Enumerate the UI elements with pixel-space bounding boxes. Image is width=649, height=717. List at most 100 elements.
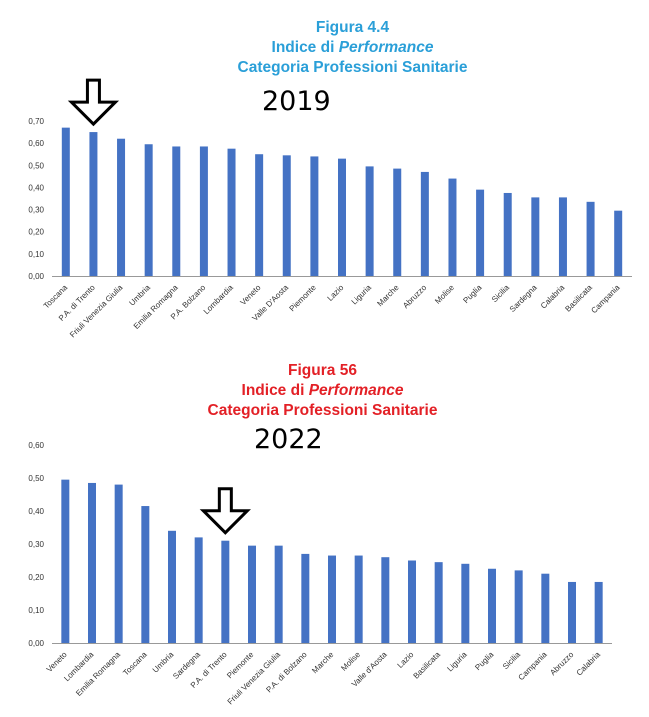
bar bbox=[255, 154, 264, 276]
x-tick-label: Basilicata bbox=[411, 650, 442, 681]
bar bbox=[227, 148, 236, 276]
x-tick-label: Marche bbox=[375, 283, 401, 309]
x-tick-label: Veneto bbox=[239, 283, 263, 307]
bar bbox=[461, 563, 470, 643]
x-tick-label: Campania bbox=[589, 283, 622, 316]
bar bbox=[408, 560, 416, 643]
y-tick-label: 0,50 bbox=[28, 161, 44, 170]
bar bbox=[393, 168, 402, 276]
y-tick-label: 0,60 bbox=[28, 441, 44, 450]
bar-chart-2019: 0,00 0,10 0,20 0,30 0,40 0,50 0,60 0,70 Toscana P… bbox=[28, 78, 632, 340]
bar bbox=[274, 545, 283, 643]
title-italic: Performance bbox=[338, 39, 434, 56]
chart-2022: Figura 56 Indice di Performance Categori… bbox=[0, 355, 649, 717]
x-tick-label: Molise bbox=[433, 283, 456, 306]
chart-titles: Figura 56 Indice di Performance Categori… bbox=[0, 361, 647, 421]
x-tick-label: Veneto bbox=[45, 650, 69, 674]
bar bbox=[199, 146, 208, 276]
bar bbox=[558, 197, 567, 276]
x-tick-label: Sardegna bbox=[508, 283, 539, 314]
x-tick-label: Calabria bbox=[539, 283, 567, 311]
x-tick-label: Friuli Venezia Giulia bbox=[68, 283, 125, 340]
bar bbox=[434, 562, 443, 643]
bar bbox=[117, 138, 126, 276]
title-italic: Performance bbox=[308, 382, 404, 399]
x-tick-label: Lazio bbox=[326, 283, 346, 303]
x-tick-label: Toscana bbox=[42, 283, 70, 311]
down-arrow-icon bbox=[199, 487, 251, 535]
x-tick-label: Piemonte bbox=[288, 283, 319, 314]
bar bbox=[141, 506, 150, 643]
bar bbox=[541, 573, 550, 643]
y-tick-label: 0,00 bbox=[28, 639, 44, 648]
bar bbox=[354, 555, 363, 643]
chart-titles: Figura 4.4 Indice di Performance Categor… bbox=[28, 18, 649, 78]
bar bbox=[365, 166, 374, 276]
x-tick-label: Campania bbox=[517, 650, 550, 683]
bar bbox=[61, 127, 70, 277]
y-tick-label: 0,70 bbox=[28, 117, 44, 126]
bar bbox=[88, 482, 96, 643]
bar bbox=[476, 189, 485, 276]
bar-chart-2022: 0,000,100,200,300,400,500,60VenetoLombar… bbox=[28, 441, 612, 706]
bar bbox=[381, 557, 390, 643]
x-tick-label: Lazio bbox=[396, 650, 416, 670]
x-tick-label: Puglia bbox=[473, 650, 495, 672]
bar bbox=[338, 158, 346, 276]
figure-label: Figura 56 bbox=[288, 362, 357, 379]
bar bbox=[248, 545, 256, 643]
x-tick-label: Abruzzo bbox=[401, 283, 429, 311]
bar bbox=[531, 197, 540, 276]
x-tick-label: Umbria bbox=[127, 283, 152, 308]
year-label: 2019 bbox=[262, 86, 331, 117]
x-tick-label: Liguria bbox=[445, 650, 469, 674]
title-prefix: Indice di bbox=[241, 382, 309, 399]
bar bbox=[114, 484, 123, 643]
x-tick-label: Umbria bbox=[151, 650, 176, 675]
x-tick-label: Abruzzo bbox=[548, 650, 576, 678]
bar bbox=[221, 540, 230, 643]
chart-subtitle: Categoria Professioni Sanitarie bbox=[237, 59, 468, 76]
y-tick-label: 0,00 bbox=[28, 272, 44, 281]
bar bbox=[448, 178, 457, 276]
year-label: 2022 bbox=[254, 424, 323, 455]
bar bbox=[172, 146, 181, 276]
x-tick-label: Puglia bbox=[461, 283, 483, 305]
y-tick-label: 0,10 bbox=[28, 250, 44, 259]
bar bbox=[282, 155, 291, 276]
x-tick-label: Marche bbox=[310, 650, 336, 676]
x-tick-label: Sicilia bbox=[501, 650, 523, 672]
y-tick-label: 0,30 bbox=[28, 206, 44, 215]
y-tick-label: 0,40 bbox=[28, 507, 44, 516]
chart-title: Indice di Performance bbox=[28, 38, 649, 58]
bar bbox=[144, 144, 153, 276]
bar bbox=[301, 553, 310, 643]
title-prefix: Indice di bbox=[271, 39, 339, 56]
x-tick-label: Sicilia bbox=[490, 283, 512, 305]
bar bbox=[488, 568, 496, 643]
x-tick-label: Liguria bbox=[350, 283, 374, 307]
y-tick-label: 0,50 bbox=[28, 474, 44, 483]
bar bbox=[614, 210, 623, 276]
chart-title: Indice di Performance bbox=[0, 381, 647, 401]
bar bbox=[168, 530, 176, 643]
bar bbox=[328, 555, 336, 643]
figure-label: Figura 4.4 bbox=[315, 19, 390, 36]
down-arrow-icon bbox=[67, 78, 120, 127]
bar bbox=[514, 570, 523, 643]
bar bbox=[503, 192, 512, 276]
y-tick-label: 0,60 bbox=[28, 139, 44, 148]
y-tick-label: 0,20 bbox=[28, 573, 44, 582]
bar bbox=[586, 201, 595, 276]
x-tick-label: Molise bbox=[339, 650, 362, 673]
x-tick-label: Toscana bbox=[121, 650, 149, 678]
bar bbox=[568, 581, 576, 643]
bar bbox=[420, 171, 429, 276]
y-tick-label: 0,20 bbox=[28, 228, 44, 237]
bar bbox=[194, 537, 203, 643]
bar bbox=[61, 479, 70, 643]
y-tick-label: 0,40 bbox=[28, 183, 44, 192]
bar bbox=[89, 132, 98, 276]
y-tick-label: 0,30 bbox=[28, 540, 44, 549]
x-tick-label: Lombardia bbox=[202, 283, 235, 316]
